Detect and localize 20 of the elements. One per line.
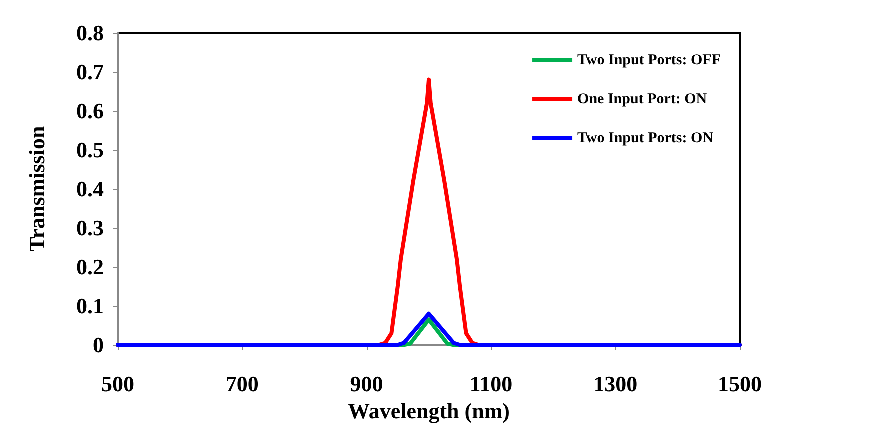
- x-tick-label: 1500: [718, 372, 762, 397]
- y-tick-label: 0.7: [76, 60, 104, 85]
- legend-label: Two Input Ports: ON: [578, 130, 714, 146]
- y-tick-label: 0.1: [76, 294, 104, 319]
- x-tick-label: 1100: [470, 372, 513, 397]
- x-tick-label: 700: [226, 372, 259, 397]
- y-tick-label: 0.8: [76, 20, 104, 46]
- y-tick-label: 0.5: [76, 138, 104, 163]
- x-axis-title: Wavelength (nm): [348, 398, 510, 424]
- y-tick-label: 0.6: [76, 98, 104, 124]
- y-tick-label: 0.4: [76, 176, 104, 202]
- legend-label: Two Input Ports: OFF: [578, 52, 722, 68]
- x-tick-label: 1300: [594, 372, 638, 397]
- y-tick-label: 0.3: [76, 216, 104, 241]
- y-axis-title: Transmission: [24, 126, 50, 252]
- legend-label: One Input Port: ON: [578, 92, 708, 108]
- y-tick-label: 0.2: [76, 254, 104, 280]
- x-tick-label: 900: [350, 372, 384, 397]
- x-tick-label: 500: [102, 372, 134, 397]
- y-tick-label: 0: [93, 332, 104, 358]
